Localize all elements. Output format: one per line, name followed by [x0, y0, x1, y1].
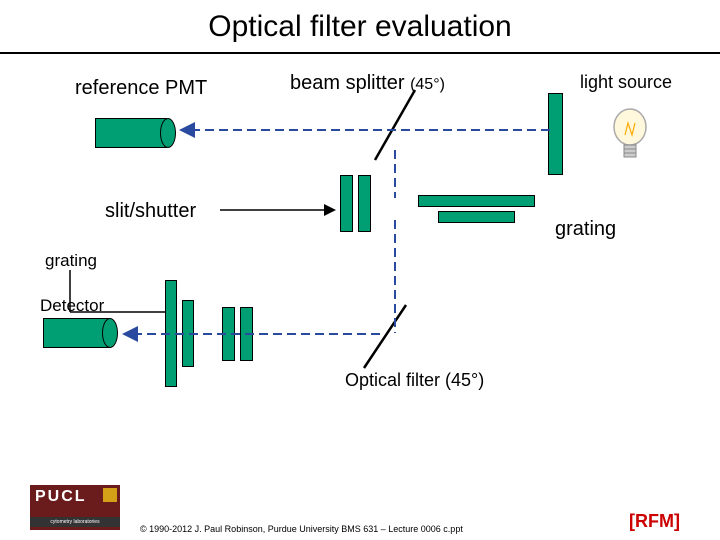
label-grating-right: grating: [555, 218, 616, 241]
beam-bottom-horizontal: [118, 324, 388, 344]
pucl-logo: PUCL cytometry laboratories: [30, 485, 120, 530]
detector-pmt-cap: [102, 318, 118, 348]
label-slit-shutter: slit/shutter: [105, 200, 196, 223]
label-beam-splitter: beam splitter (45°): [290, 72, 445, 95]
logo-accent: [103, 488, 117, 502]
rfm-tag: [RFM]: [629, 511, 680, 532]
page-title: Optical filter evaluation: [0, 0, 720, 44]
connector-grating-left: [50, 262, 170, 322]
ref-pmt-body: [95, 118, 167, 148]
ref-pmt-cap: [160, 118, 176, 148]
beam-vertical-mid: [385, 218, 405, 338]
label-light-source: light source: [580, 72, 672, 93]
beam-vertical-top: [385, 148, 405, 203]
beam-top-horizontal: [175, 120, 560, 140]
logo-subtitle: cytometry laboratories: [30, 517, 120, 527]
light-bulb-icon: [605, 105, 655, 175]
footer-copyright: © 1990-2012 J. Paul Robinson, Purdue Uni…: [140, 524, 463, 534]
grating-right-bar-2: [438, 211, 515, 223]
grating-right-bar-1: [418, 195, 535, 207]
detector-pmt-body: [43, 318, 110, 348]
slit-bar-2: [358, 175, 371, 232]
logo-text: PUCL: [35, 488, 87, 506]
label-ref-pmt: reference PMT: [75, 77, 207, 100]
arrow-slit-label: [218, 200, 343, 220]
title-divider: [0, 52, 720, 54]
